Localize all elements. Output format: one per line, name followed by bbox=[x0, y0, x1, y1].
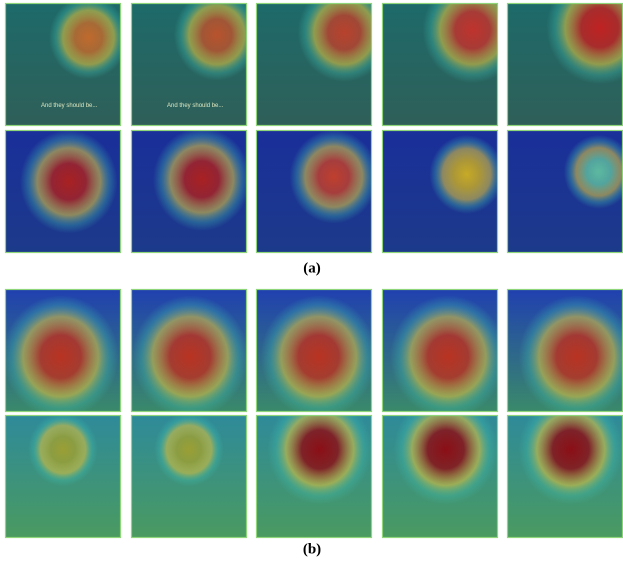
heatmap-tile bbox=[507, 415, 623, 538]
heat-overlay bbox=[256, 415, 372, 538]
heatmap-tile bbox=[256, 289, 372, 412]
heat-overlay bbox=[382, 3, 498, 126]
heat-overlay bbox=[382, 289, 498, 412]
heatmap-tile bbox=[131, 289, 247, 412]
heat-overlay bbox=[382, 415, 498, 538]
heatmap-tile bbox=[131, 415, 247, 538]
heatmap-tile bbox=[507, 3, 623, 126]
heat-overlay bbox=[256, 130, 372, 253]
heat-overlay bbox=[5, 415, 121, 538]
heat-overlay bbox=[5, 289, 121, 412]
heatmap-tile: And they should be... bbox=[5, 3, 121, 126]
heatmap-tile bbox=[382, 415, 498, 538]
heat-overlay bbox=[5, 130, 121, 253]
heat-overlay bbox=[507, 3, 623, 126]
heat-overlay bbox=[256, 3, 372, 126]
image-caption: And they should be... bbox=[41, 103, 98, 109]
image-caption: And they should be... bbox=[167, 103, 224, 109]
heatmap-tile bbox=[5, 130, 121, 253]
heatmap-tile bbox=[5, 289, 121, 412]
panel-label: (b) bbox=[303, 541, 321, 557]
heat-overlay bbox=[256, 289, 372, 412]
heat-overlay bbox=[507, 289, 623, 412]
heatmap-tile bbox=[256, 415, 372, 538]
heatmap-tile bbox=[5, 415, 121, 538]
heatmap-tile bbox=[382, 289, 498, 412]
heat-overlay bbox=[131, 289, 247, 412]
heatmap-tile bbox=[507, 130, 623, 253]
figure: And they should be... And they should be.… bbox=[0, 0, 623, 562]
heat-overlay bbox=[507, 130, 623, 253]
heatmap-tile bbox=[382, 130, 498, 253]
heat-overlay bbox=[507, 415, 623, 538]
heatmap-tile: And they should be... bbox=[131, 3, 247, 126]
panel-label: (a) bbox=[303, 260, 321, 276]
heatmap-tile bbox=[507, 289, 623, 412]
heat-overlay bbox=[131, 415, 247, 538]
heatmap-tile bbox=[256, 130, 372, 253]
heatmap-tile bbox=[382, 3, 498, 126]
heatmap-tile bbox=[131, 130, 247, 253]
heat-overlay bbox=[131, 130, 247, 253]
heat-overlay bbox=[382, 130, 498, 253]
heatmap-tile bbox=[256, 3, 372, 126]
